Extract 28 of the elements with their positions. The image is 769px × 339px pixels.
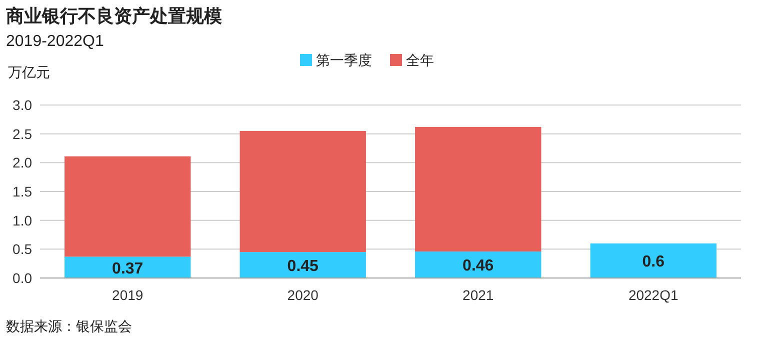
x-tick-label: 2022Q1 (628, 287, 678, 303)
data-label: 0.37 (112, 260, 144, 278)
bar (240, 130, 366, 252)
data-label: 0.6 (642, 254, 665, 271)
x-tick-label: 2019 (112, 287, 144, 303)
bar (415, 126, 542, 252)
y-tick-label: 0.0 (12, 270, 32, 286)
chart-title: 商业银行不良资产处置规模 (5, 6, 222, 26)
legend-label: 第一季度 (316, 52, 372, 68)
bar (64, 156, 191, 257)
bar (240, 252, 366, 278)
y-axis-title: 万亿元 (8, 64, 50, 80)
y-tick-label: 2.5 (12, 126, 32, 142)
source-note: 数据来源：银保监会 (6, 318, 132, 334)
y-tick-label: 3.0 (12, 97, 32, 113)
data-label: 0.46 (462, 258, 494, 275)
y-tick-label: 0.5 (12, 241, 32, 258)
chart-subtitle: 2019-2022Q1 (6, 33, 104, 50)
legend-label: 全年 (406, 52, 434, 68)
bar (590, 243, 716, 278)
bar (415, 251, 542, 278)
y-tick-label: 1.5 (12, 184, 32, 200)
y-tick-label: 2.0 (12, 154, 32, 171)
bar (64, 256, 191, 278)
y-tick-label: 1.0 (12, 212, 32, 228)
x-tick-label: 2021 (462, 287, 494, 303)
data-label: 0.45 (287, 258, 319, 276)
x-tick-label: 2020 (287, 287, 319, 303)
